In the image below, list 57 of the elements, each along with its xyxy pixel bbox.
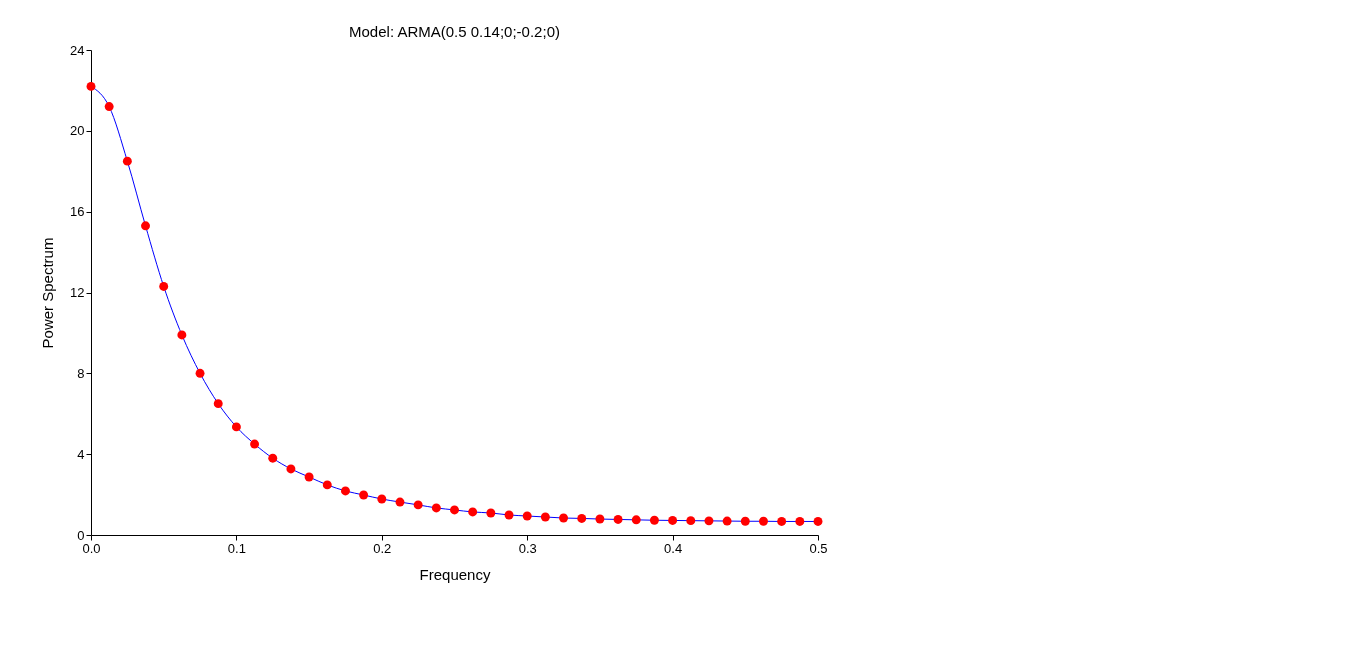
point — [577, 513, 587, 523]
point — [213, 399, 223, 409]
point — [813, 517, 823, 526]
point — [450, 505, 459, 515]
point — [141, 221, 150, 231]
point — [431, 503, 441, 513]
point — [722, 516, 732, 526]
x-tick-label: 0.3 — [518, 540, 537, 556]
x-tick-label: 0.2 — [373, 540, 392, 556]
x-tick-label: 0.1 — [227, 540, 246, 556]
point — [268, 453, 278, 463]
point — [595, 514, 605, 524]
point — [195, 368, 205, 378]
x-tick-label: 0.4 — [664, 540, 683, 556]
x-axis-title: Frequency — [419, 565, 491, 583]
point — [250, 439, 260, 449]
point — [377, 494, 387, 504]
point — [486, 508, 496, 518]
point — [522, 511, 532, 521]
y-tick-label: 16 — [70, 204, 85, 220]
x-tick-label: 0.5 — [809, 540, 828, 556]
point — [777, 517, 787, 526]
point — [304, 472, 314, 482]
chart-title: Model: ARMA(0.5 0.14;0;-0.2;0) — [349, 23, 560, 40]
x-tick-label: 0.0 — [82, 540, 101, 556]
y-tick-label: 12 — [70, 285, 85, 300]
point — [177, 330, 187, 340]
point — [540, 512, 550, 522]
point — [286, 464, 296, 474]
point — [686, 516, 696, 526]
point — [86, 81, 96, 91]
point — [704, 516, 714, 526]
point — [104, 102, 114, 112]
point — [740, 516, 750, 526]
y-tick-label: 0 — [77, 527, 85, 543]
point — [159, 281, 169, 291]
point — [504, 510, 514, 520]
point — [559, 513, 569, 523]
point — [649, 515, 659, 525]
y-tick-label: 20 — [70, 123, 85, 139]
point — [795, 517, 805, 526]
y-axis-title: Power Spectrum — [39, 237, 57, 349]
point — [631, 515, 641, 525]
y-tick-label: 24 — [70, 42, 85, 58]
point — [759, 516, 768, 526]
point — [613, 514, 623, 524]
point — [231, 422, 241, 432]
point — [322, 480, 332, 490]
point — [468, 507, 478, 517]
point — [359, 490, 369, 500]
y-tick-label: 8 — [77, 365, 85, 381]
point — [413, 500, 423, 510]
point — [668, 515, 678, 525]
point — [340, 486, 350, 496]
point — [122, 156, 132, 166]
y-tick-label: 4 — [77, 446, 85, 462]
point — [395, 497, 405, 507]
